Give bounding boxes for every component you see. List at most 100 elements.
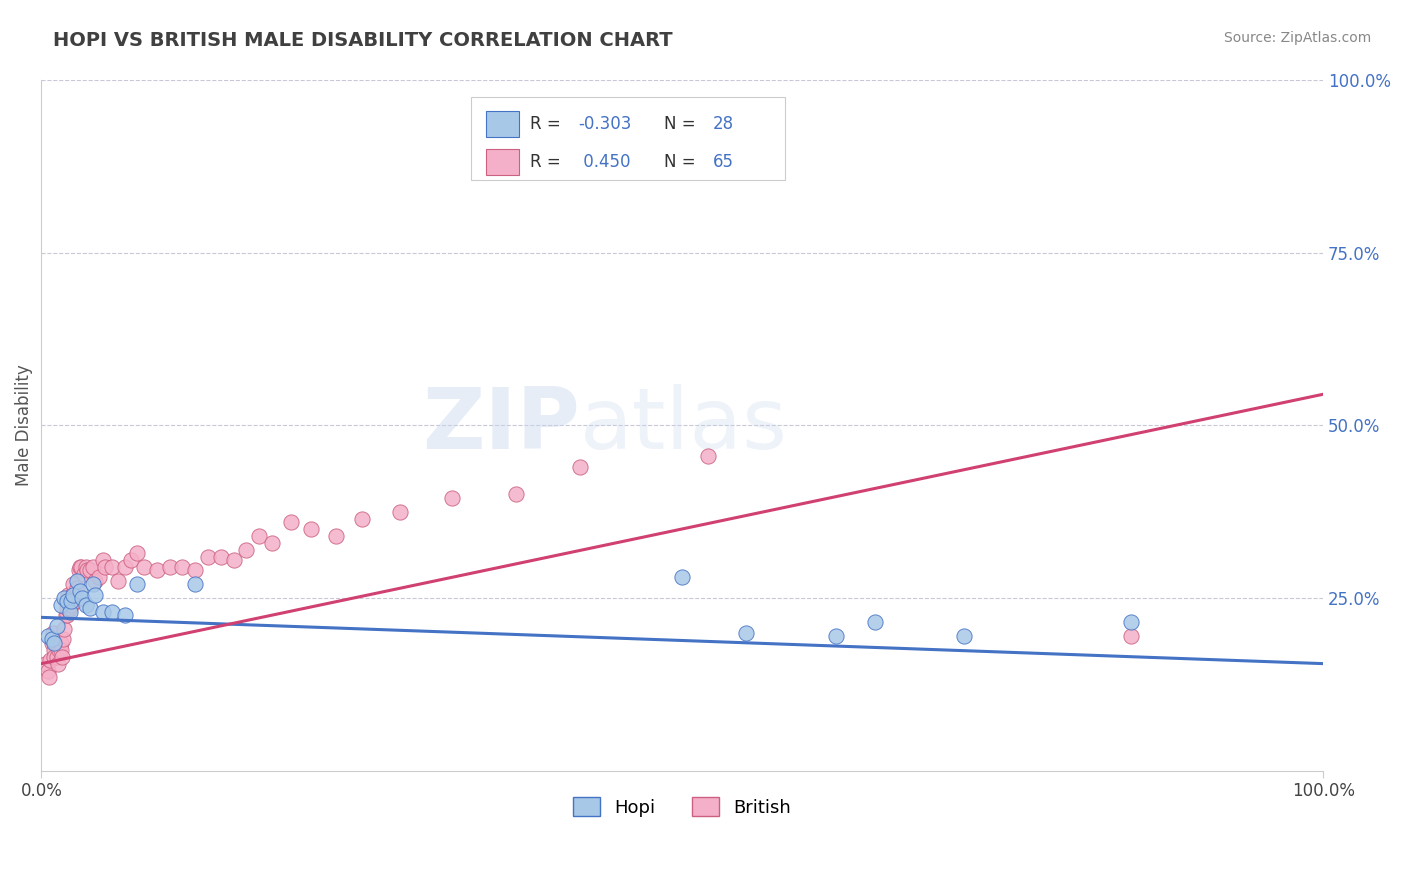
Point [79,563,101,577]
Point [350,511,373,525]
Point [45,649,67,664]
Point [325,529,347,543]
Point [260,535,283,549]
Point [82,560,104,574]
Point [184,577,207,591]
Point [39,653,62,667]
Y-axis label: Male Disability: Male Disability [15,365,32,486]
Point [696,450,718,464]
Point [440,491,463,505]
Point [247,529,270,543]
Point [79,601,101,615]
Point [671,570,693,584]
Point [1119,629,1142,643]
Point [53,591,76,605]
Point [70,560,93,574]
Point [75,598,97,612]
Point [159,560,181,574]
Point [37,664,59,678]
Point [37,629,59,643]
Point [76,563,98,577]
Point [62,577,84,591]
Point [132,560,155,574]
Point [44,636,66,650]
Point [114,608,136,623]
Point [114,560,136,574]
Point [41,636,63,650]
Point [34,657,56,671]
Point [299,522,322,536]
Point [84,588,107,602]
Point [91,605,114,619]
Point [62,588,84,602]
Text: HOPI VS BRITISH MALE DISABILITY CORRELATION CHART: HOPI VS BRITISH MALE DISABILITY CORRELAT… [53,31,673,50]
Point [825,629,848,643]
Point [197,549,219,564]
Point [51,649,73,664]
Point [172,560,194,574]
Point [72,591,94,605]
Point [735,625,758,640]
Point [91,553,114,567]
Point [49,636,72,650]
Text: R =: R = [530,153,565,171]
Point [84,574,107,588]
Point [63,594,86,608]
Point [184,563,207,577]
FancyBboxPatch shape [486,149,519,175]
Point [66,574,89,588]
Text: 65: 65 [713,153,734,171]
Point [101,560,124,574]
Point [953,629,976,643]
Point [1119,615,1142,630]
Point [49,598,72,612]
Point [72,566,94,581]
Point [58,588,80,602]
Text: 0.450: 0.450 [578,153,631,171]
Point [69,560,91,574]
Point [44,649,66,664]
Point [127,546,149,560]
FancyBboxPatch shape [471,97,785,180]
Point [568,459,591,474]
Point [56,601,79,615]
Point [55,608,77,623]
Text: R =: R = [530,115,565,133]
Point [69,584,91,599]
Point [58,605,80,619]
Text: N =: N = [664,115,702,133]
Point [107,574,129,588]
Point [56,594,79,608]
Point [49,642,72,657]
Point [101,605,124,619]
Point [389,505,412,519]
Point [75,560,97,574]
Text: -0.303: -0.303 [578,115,631,133]
Text: N =: N = [664,153,702,171]
Point [87,570,110,584]
Point [222,553,245,567]
Point [59,598,82,612]
Point [56,608,79,623]
Point [127,577,149,591]
Point [120,553,142,567]
Point [46,657,69,671]
Point [235,542,257,557]
Point [280,515,302,529]
Point [45,618,67,632]
Point [48,642,70,657]
Point [52,632,75,647]
Point [94,560,117,574]
Text: 28: 28 [713,115,734,133]
Point [58,601,80,615]
Legend: Hopi, British: Hopi, British [567,790,799,824]
Point [38,670,60,684]
Point [66,581,89,595]
FancyBboxPatch shape [486,111,519,136]
Point [505,487,527,501]
Point [44,642,66,657]
Point [53,622,76,636]
Point [42,625,65,640]
Point [41,632,63,647]
Text: atlas: atlas [579,384,787,467]
